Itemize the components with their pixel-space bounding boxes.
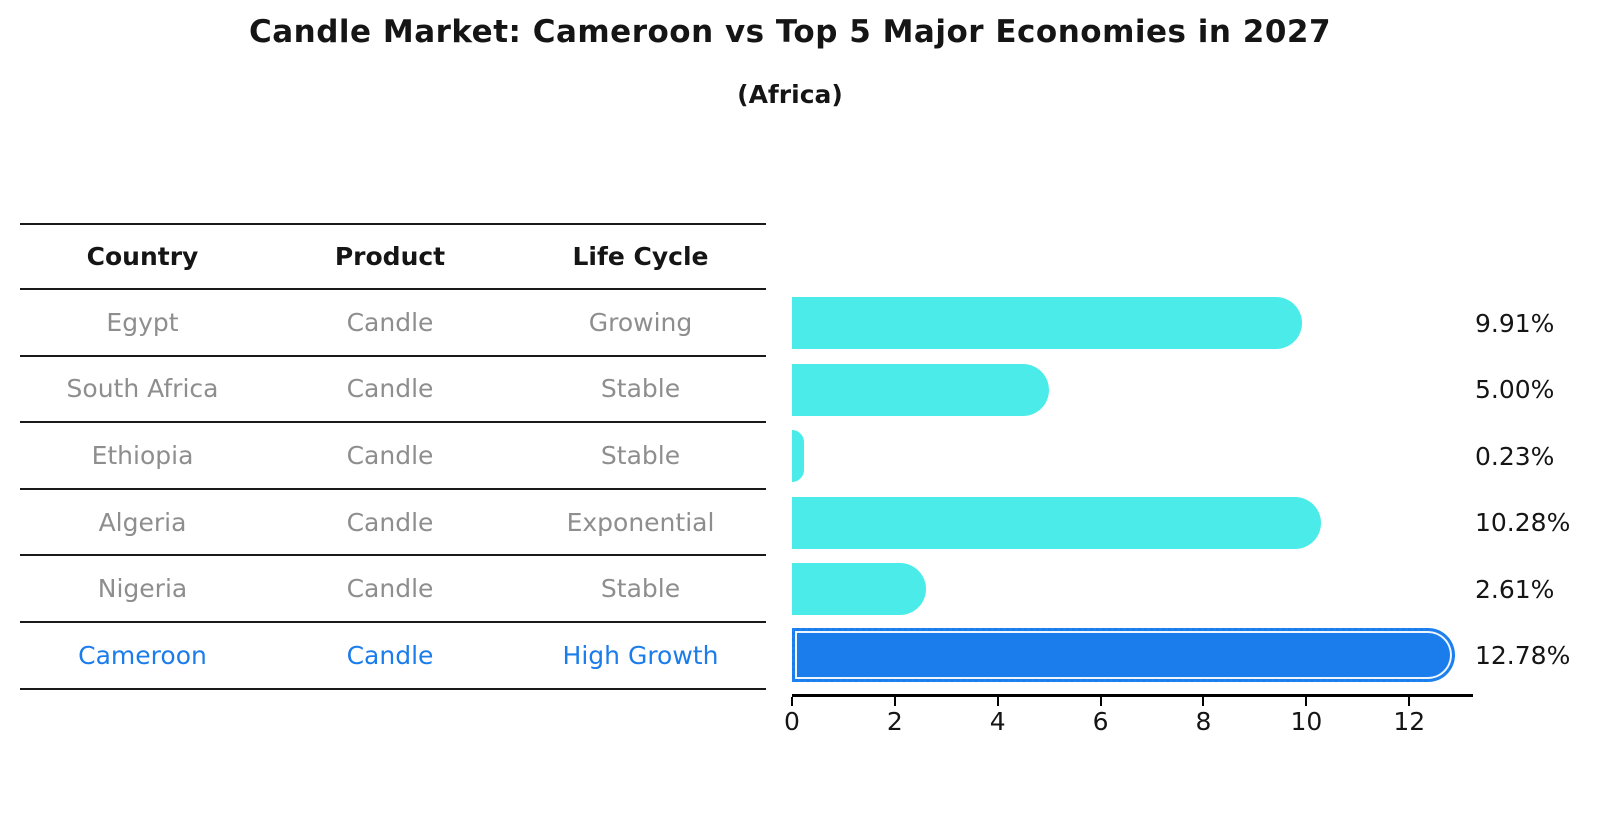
- cell-life-cycle: Stable: [600, 374, 681, 404]
- cell-product: Candle: [346, 374, 434, 404]
- x-tick-mark: [996, 696, 999, 706]
- bar-value-label: 5.00%: [1475, 375, 1555, 405]
- x-tick-label: 6: [1092, 707, 1109, 736]
- cell-product: Candle: [346, 574, 434, 604]
- table-row: Ethiopia Candle Stable: [20, 423, 766, 490]
- chart-title: Candle Market: Cameroon vs Top 5 Major E…: [248, 14, 1332, 50]
- column-header-life-cycle: Life Cycle: [572, 242, 709, 271]
- table-row: South Africa Candle Stable: [20, 357, 766, 424]
- cell-life-cycle: Stable: [600, 574, 681, 604]
- country-table: Country Product Life Cycle Egypt Candle …: [20, 223, 766, 690]
- chart-row: 9.91%: [792, 290, 1604, 357]
- column-header-product: Product: [334, 242, 446, 271]
- bar: [792, 297, 1302, 349]
- cell-life-cycle: Exponential: [566, 507, 715, 537]
- cell-product: Candle: [346, 507, 434, 537]
- cell-country: Cameroon: [78, 640, 207, 670]
- x-tick-label: 10: [1290, 707, 1323, 736]
- x-tick-label: 0: [784, 707, 800, 736]
- bar-value-label: 0.23%: [1475, 441, 1555, 471]
- cell-country: Nigeria: [97, 574, 188, 604]
- cell-country: South Africa: [66, 374, 219, 404]
- table-body: Egypt Candle Growing South Africa Candle…: [20, 290, 766, 690]
- table-row: Egypt Candle Growing: [20, 290, 766, 357]
- table-row: Algeria Candle Exponential: [20, 490, 766, 557]
- cell-life-cycle: Stable: [600, 440, 681, 470]
- chart-row: 12.78%: [792, 623, 1604, 690]
- bar-chart-area: 9.91% 5.00% 0.23% 10.28% 2.61% 12.78%: [792, 290, 1604, 690]
- x-tick-label: 4: [989, 707, 1006, 736]
- cell-product: Candle: [346, 640, 434, 670]
- chart-row: 10.28%: [792, 490, 1604, 557]
- chart-row: 0.23%: [792, 423, 1604, 490]
- table-row: Cameroon Candle High Growth: [20, 623, 766, 690]
- chart-row: 2.61%: [792, 556, 1604, 623]
- x-tick-label: 2: [886, 707, 903, 736]
- x-tick-mark: [1305, 696, 1308, 706]
- bar-highlighted: [792, 627, 1456, 682]
- x-axis-line: [792, 694, 1473, 697]
- bar: [792, 496, 1321, 549]
- bar: [792, 563, 927, 615]
- bar-value-label: 9.91%: [1475, 308, 1555, 338]
- cell-life-cycle: High Growth: [562, 640, 719, 670]
- x-tick-mark: [1099, 696, 1102, 706]
- cell-country: Ethiopia: [91, 440, 194, 470]
- cell-country: Egypt: [106, 307, 179, 337]
- chart-subtitle: (Africa): [737, 80, 843, 109]
- cell-product: Candle: [346, 440, 434, 470]
- x-tick-label: 12: [1393, 707, 1426, 736]
- cell-life-cycle: Growing: [588, 307, 693, 337]
- x-tick-mark: [893, 696, 896, 706]
- x-tick-mark: [1202, 696, 1205, 706]
- table-row: Nigeria Candle Stable: [20, 556, 766, 623]
- bar: [792, 363, 1050, 416]
- chart-row: 5.00%: [792, 357, 1604, 424]
- bar-value-label: 12.78%: [1475, 641, 1571, 671]
- cell-product: Candle: [346, 307, 434, 337]
- column-header-country: Country: [86, 242, 199, 271]
- x-tick-label: 8: [1195, 707, 1212, 736]
- bar-value-label: 10.28%: [1475, 508, 1571, 538]
- x-tick-mark: [791, 696, 793, 706]
- x-tick-mark: [1408, 696, 1411, 706]
- bar-value-label: 2.61%: [1475, 574, 1555, 604]
- table-header-row: Country Product Life Cycle: [20, 225, 766, 290]
- cell-country: Algeria: [98, 507, 187, 537]
- bar: [792, 430, 804, 482]
